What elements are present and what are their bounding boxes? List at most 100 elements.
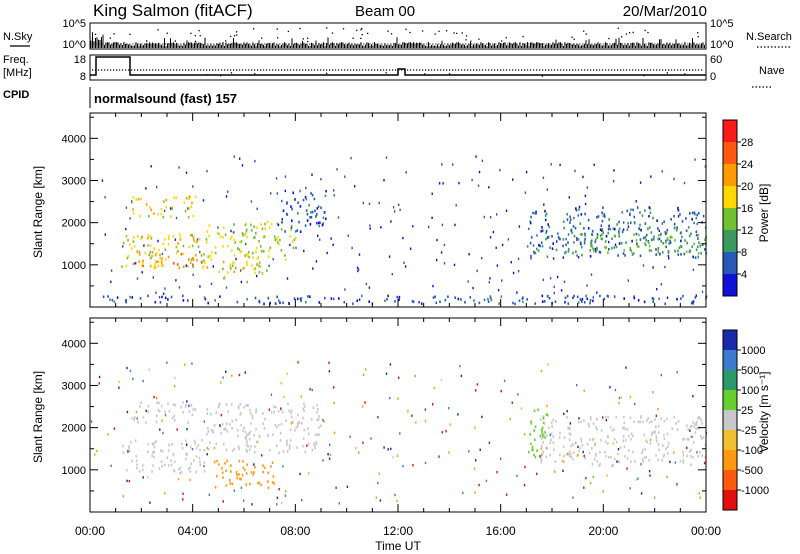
heatmap-cell <box>541 430 543 433</box>
colorbar-segment <box>723 142 737 165</box>
heatmap-cell <box>648 421 651 424</box>
heatmap-cell <box>185 439 187 442</box>
heatmap-cell <box>281 218 283 221</box>
heatmap-cell <box>641 451 643 455</box>
heatmap-cell <box>664 265 666 269</box>
heatmap-cell <box>612 180 615 183</box>
heatmap-cell <box>576 295 579 299</box>
colorbar-tick-label: 28 <box>741 137 753 149</box>
heatmap-cell <box>260 223 262 226</box>
heatmap-cell <box>583 239 586 243</box>
heatmap-cell <box>176 263 179 266</box>
heatmap-cell <box>546 413 549 417</box>
heatmap-cell <box>596 215 598 219</box>
heatmap-cell <box>302 407 304 411</box>
heatmap-cell <box>132 262 135 266</box>
heatmap-cell <box>275 425 278 429</box>
heatmap-cell <box>337 216 340 219</box>
heatmap-cell <box>247 250 250 254</box>
heatmap-cell <box>618 230 620 233</box>
nsearch-tick-bottom: 10^0 <box>710 39 734 51</box>
heatmap-cell <box>239 403 242 406</box>
heatmap-cell <box>592 438 594 441</box>
heatmap-cell <box>652 297 655 301</box>
heatmap-cell <box>136 250 138 253</box>
heatmap-cell <box>227 190 229 193</box>
heatmap-cell <box>526 298 528 301</box>
heatmap-cell <box>132 208 134 211</box>
heatmap-cell <box>543 421 545 425</box>
nsearch-point <box>356 29 358 32</box>
heatmap-cell <box>607 227 610 231</box>
heatmap-cell <box>186 265 189 268</box>
heatmap-cell <box>630 460 632 464</box>
heatmap-cell <box>259 245 262 248</box>
heatmap-cell <box>257 255 259 259</box>
heatmap-cell <box>213 460 216 464</box>
heatmap-cell <box>596 236 598 239</box>
heatmap-cell <box>178 468 180 471</box>
heatmap-cell <box>682 438 684 441</box>
heatmap-cell <box>206 266 209 269</box>
heatmap-cell <box>623 445 626 449</box>
heatmap-cell <box>520 407 523 410</box>
nsearch-point <box>361 27 363 30</box>
nsearch-point <box>434 33 436 35</box>
heatmap-cell <box>217 226 219 229</box>
heatmap-cell <box>596 428 598 431</box>
heatmap-cell <box>453 263 456 267</box>
heatmap-cell <box>277 235 279 239</box>
heatmap-cell <box>536 234 538 237</box>
heatmap-cell <box>96 449 98 453</box>
heatmap-cell <box>647 417 649 420</box>
nsearch-point <box>522 35 524 38</box>
heatmap-cell <box>294 236 297 240</box>
heatmap-cell <box>122 444 124 448</box>
heatmap-cell <box>318 301 321 304</box>
heatmap-cell <box>476 383 479 386</box>
heatmap-cell <box>251 503 253 506</box>
heatmap-cell <box>196 259 198 262</box>
heatmap-cell <box>669 241 672 244</box>
heatmap-cell <box>211 251 213 254</box>
colorbar-segment <box>723 186 737 209</box>
heatmap-cell <box>261 272 264 275</box>
heatmap-cell <box>643 456 646 459</box>
heatmap-cell <box>315 442 318 445</box>
heatmap-cell <box>474 426 476 429</box>
heatmap-cell <box>501 243 504 247</box>
heatmap-cell <box>559 453 561 457</box>
heatmap-cell <box>541 226 543 229</box>
heatmap-cell <box>475 389 477 392</box>
heatmap-cell <box>550 438 552 442</box>
colorbar-segment <box>723 330 737 351</box>
heatmap-cell <box>545 212 548 216</box>
heatmap-cell <box>311 388 313 392</box>
heatmap-cell <box>511 401 513 404</box>
heatmap-cell <box>604 215 606 218</box>
nave-point <box>684 73 686 75</box>
heatmap-cell <box>240 486 243 489</box>
heatmap-cell <box>667 254 670 258</box>
heatmap-cell <box>544 214 547 217</box>
heatmap-cell <box>147 443 150 446</box>
heatmap-cell <box>661 459 663 462</box>
heatmap-cell <box>274 406 277 409</box>
heatmap-cell <box>235 257 237 261</box>
heatmap-cell <box>172 403 175 407</box>
heatmap-cell <box>159 301 162 304</box>
heatmap-cell <box>180 252 183 256</box>
heatmap-cell <box>185 457 187 461</box>
heatmap-cell <box>320 206 322 210</box>
freq-label: Freq. <box>3 54 29 66</box>
heatmap-cell <box>612 442 614 445</box>
heatmap-cell <box>240 280 243 284</box>
heatmap-cell <box>378 201 380 205</box>
heatmap-cell <box>206 453 208 456</box>
heatmap-cell <box>512 178 514 181</box>
heatmap-cell <box>680 253 682 256</box>
heatmap-cell <box>663 220 665 224</box>
heatmap-cell <box>516 474 518 477</box>
heatmap-cell <box>246 235 248 239</box>
heatmap-cell <box>276 222 279 226</box>
